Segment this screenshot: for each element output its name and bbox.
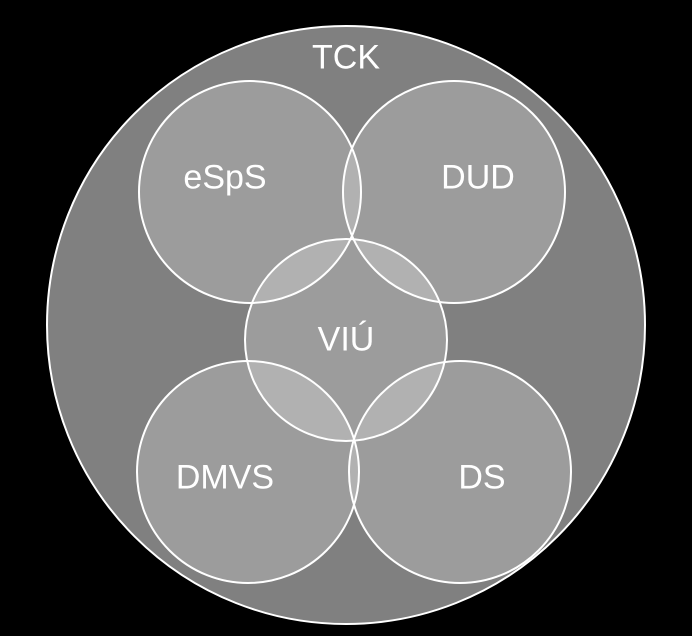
label-viu: VIÚ [318, 321, 375, 360]
label-esps: eSpS [183, 159, 266, 198]
outer-label-tck: TCK [312, 39, 380, 78]
venn-diagram: TCK eSpS DUD VIÚ DMVS DS [0, 0, 692, 636]
label-dud: DUD [441, 159, 515, 198]
label-ds: DS [458, 459, 505, 498]
label-dmvs: DMVS [176, 459, 274, 498]
